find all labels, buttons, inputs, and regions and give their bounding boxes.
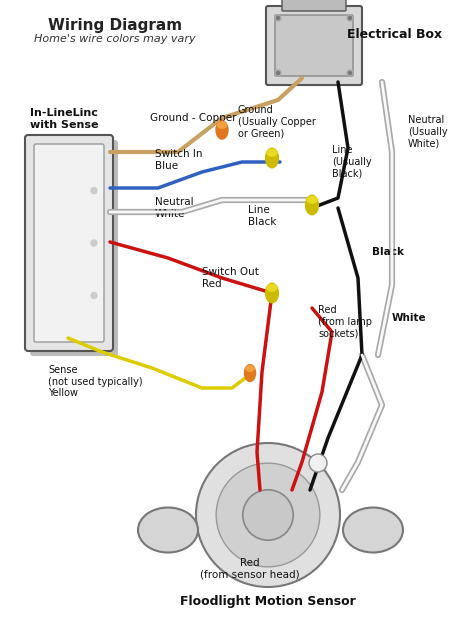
FancyBboxPatch shape — [266, 6, 362, 85]
Text: Wiring Diagram: Wiring Diagram — [48, 18, 182, 33]
Text: Electrical Box: Electrical Box — [347, 29, 443, 42]
Circle shape — [348, 17, 352, 19]
Ellipse shape — [307, 197, 317, 203]
Circle shape — [243, 490, 293, 540]
Text: Neutral
(Usually
White): Neutral (Usually White) — [408, 115, 447, 148]
Text: Line
(Usually
Black): Line (Usually Black) — [332, 145, 372, 178]
Circle shape — [276, 72, 280, 75]
Circle shape — [275, 15, 281, 21]
Ellipse shape — [343, 508, 403, 552]
Circle shape — [196, 443, 340, 587]
Ellipse shape — [246, 366, 254, 371]
Circle shape — [91, 292, 97, 299]
Text: Neutral
White: Neutral White — [155, 197, 193, 219]
Ellipse shape — [267, 284, 277, 291]
FancyBboxPatch shape — [34, 144, 104, 342]
Circle shape — [275, 70, 281, 76]
Ellipse shape — [267, 149, 277, 156]
Ellipse shape — [216, 121, 228, 139]
Text: White: White — [392, 313, 427, 323]
Circle shape — [347, 70, 353, 76]
Ellipse shape — [245, 364, 255, 381]
FancyBboxPatch shape — [30, 140, 118, 356]
Circle shape — [347, 15, 353, 21]
Circle shape — [91, 240, 97, 246]
Text: Sense
(not used typically)
Yellow: Sense (not used typically) Yellow — [48, 365, 143, 398]
Circle shape — [348, 72, 352, 75]
Ellipse shape — [306, 195, 319, 215]
Circle shape — [216, 463, 320, 567]
FancyBboxPatch shape — [275, 15, 353, 76]
Circle shape — [91, 187, 97, 193]
Text: Home's wire colors may vary: Home's wire colors may vary — [34, 34, 196, 44]
Ellipse shape — [265, 283, 278, 303]
Text: Red
(from lamp
sockets): Red (from lamp sockets) — [318, 305, 372, 338]
FancyBboxPatch shape — [282, 0, 346, 11]
Text: Red
(from sensor head): Red (from sensor head) — [200, 558, 300, 580]
Ellipse shape — [265, 148, 278, 168]
FancyBboxPatch shape — [25, 135, 113, 351]
Text: Line
Black: Line Black — [248, 205, 276, 227]
Text: Ground - Copper: Ground - Copper — [150, 113, 237, 123]
Text: Ground
(Usually Copper
or Green): Ground (Usually Copper or Green) — [238, 105, 316, 138]
Text: Switch Out
Red: Switch Out Red — [202, 267, 259, 289]
Text: Floodlight Motion Sensor: Floodlight Motion Sensor — [180, 595, 356, 608]
Text: Black: Black — [372, 247, 404, 257]
Ellipse shape — [138, 508, 198, 552]
Circle shape — [309, 454, 327, 472]
Circle shape — [276, 17, 280, 19]
Text: In-LineLinc
with Sense: In-LineLinc with Sense — [30, 108, 99, 130]
Ellipse shape — [218, 122, 227, 128]
Text: Switch In
Blue: Switch In Blue — [155, 149, 202, 171]
